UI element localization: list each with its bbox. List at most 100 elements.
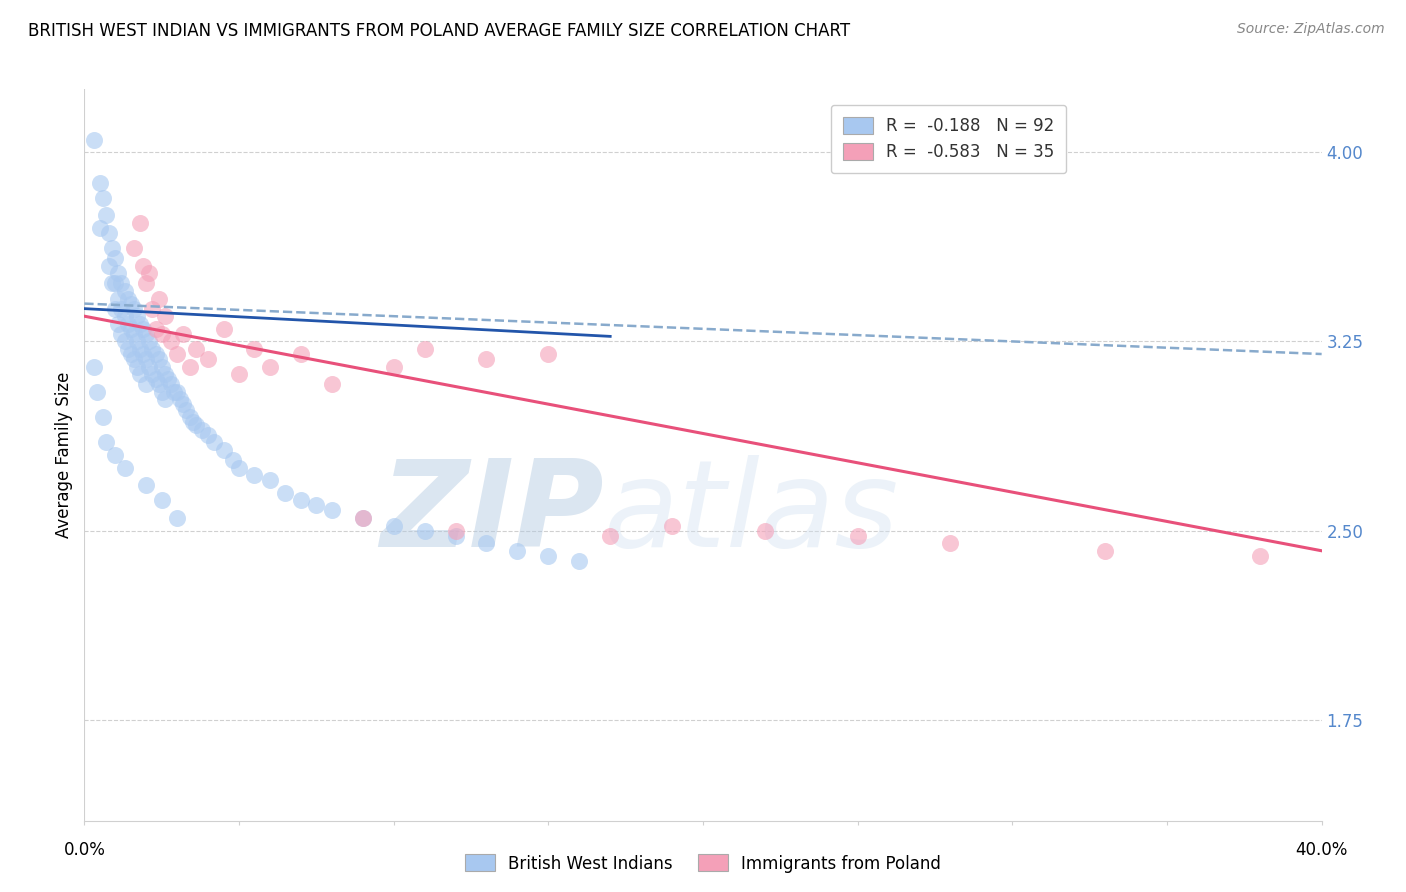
Point (135, 377, 157, 392)
Point (176, 402, 198, 417)
Point (117, 317, 139, 331)
Point (222, 453, 245, 467)
Point (129, 368, 152, 382)
Point (160, 334, 183, 349)
Point (138, 359, 160, 374)
Point (132, 322, 155, 336)
Point (101, 241, 124, 255)
Point (352, 511, 374, 525)
Point (184, 417, 207, 432)
Point (129, 317, 152, 331)
Point (148, 352, 170, 367)
Point (754, 524, 776, 538)
Point (290, 493, 312, 508)
Point (444, 528, 467, 542)
Point (104, 251, 127, 265)
Point (506, 543, 529, 558)
Point (135, 352, 157, 367)
Text: 40.0%: 40.0% (1295, 841, 1348, 859)
Point (117, 342, 139, 356)
Point (172, 326, 194, 341)
Point (243, 468, 266, 483)
Point (1094, 543, 1116, 558)
Point (475, 536, 498, 550)
Point (98, 226, 121, 240)
Point (141, 342, 163, 356)
Point (568, 554, 591, 568)
Point (197, 427, 219, 442)
Point (475, 352, 498, 367)
Legend: British West Indians, Immigrants from Poland: British West Indians, Immigrants from Po… (458, 847, 948, 880)
Point (413, 342, 436, 356)
Text: Source: ZipAtlas.com: Source: ZipAtlas.com (1237, 22, 1385, 37)
Point (122, 301, 145, 316)
Point (259, 473, 281, 487)
Point (191, 423, 214, 437)
Text: atlas: atlas (605, 455, 900, 572)
Point (104, 277, 127, 291)
Point (110, 301, 132, 316)
Point (122, 241, 145, 255)
Legend: R =  -0.188   N = 92, R =  -0.583   N = 35: R = -0.188 N = 92, R = -0.583 N = 35 (831, 105, 1066, 173)
Point (274, 485, 297, 500)
Point (125, 334, 148, 349)
Point (138, 334, 160, 349)
Point (939, 536, 962, 550)
Point (202, 435, 225, 450)
Point (141, 368, 163, 382)
Point (104, 301, 127, 316)
Point (212, 322, 235, 336)
Point (179, 359, 201, 374)
Point (160, 377, 183, 392)
Point (382, 518, 405, 533)
Point (98, 259, 121, 273)
Point (145, 347, 167, 361)
Point (148, 377, 170, 392)
Point (86, 384, 108, 399)
Text: 0.0%: 0.0% (63, 841, 105, 859)
Point (212, 442, 235, 457)
Point (537, 347, 560, 361)
Point (184, 342, 207, 356)
Point (138, 266, 160, 280)
Point (148, 292, 170, 306)
Point (107, 292, 129, 306)
Point (107, 317, 129, 331)
Point (321, 377, 343, 392)
Point (94, 208, 117, 222)
Point (83, 133, 105, 147)
Point (305, 499, 328, 513)
Point (132, 259, 155, 273)
Point (166, 347, 188, 361)
Text: BRITISH WEST INDIAN VS IMMIGRANTS FROM POLAND AVERAGE FAMILY SIZE CORRELATION CH: BRITISH WEST INDIAN VS IMMIGRANTS FROM P… (28, 22, 851, 40)
Point (125, 359, 148, 374)
Point (169, 392, 191, 407)
Point (94, 435, 117, 450)
Point (91, 191, 114, 205)
Point (114, 309, 136, 323)
Point (179, 410, 201, 425)
Point (145, 322, 167, 336)
Point (156, 372, 179, 386)
Point (321, 503, 343, 517)
Point (91, 410, 114, 425)
Point (444, 524, 467, 538)
Point (166, 384, 188, 399)
Point (104, 448, 127, 462)
Point (129, 216, 152, 230)
Point (120, 347, 142, 361)
Point (846, 528, 869, 542)
Point (120, 322, 142, 336)
Point (132, 347, 155, 361)
Point (537, 549, 560, 563)
Point (413, 524, 436, 538)
Point (117, 292, 139, 306)
Point (122, 352, 145, 367)
Point (290, 347, 312, 361)
Point (83, 359, 105, 374)
Point (120, 296, 142, 310)
Text: ZIP: ZIP (380, 455, 605, 572)
Point (141, 301, 163, 316)
Point (661, 518, 683, 533)
Point (135, 478, 157, 492)
